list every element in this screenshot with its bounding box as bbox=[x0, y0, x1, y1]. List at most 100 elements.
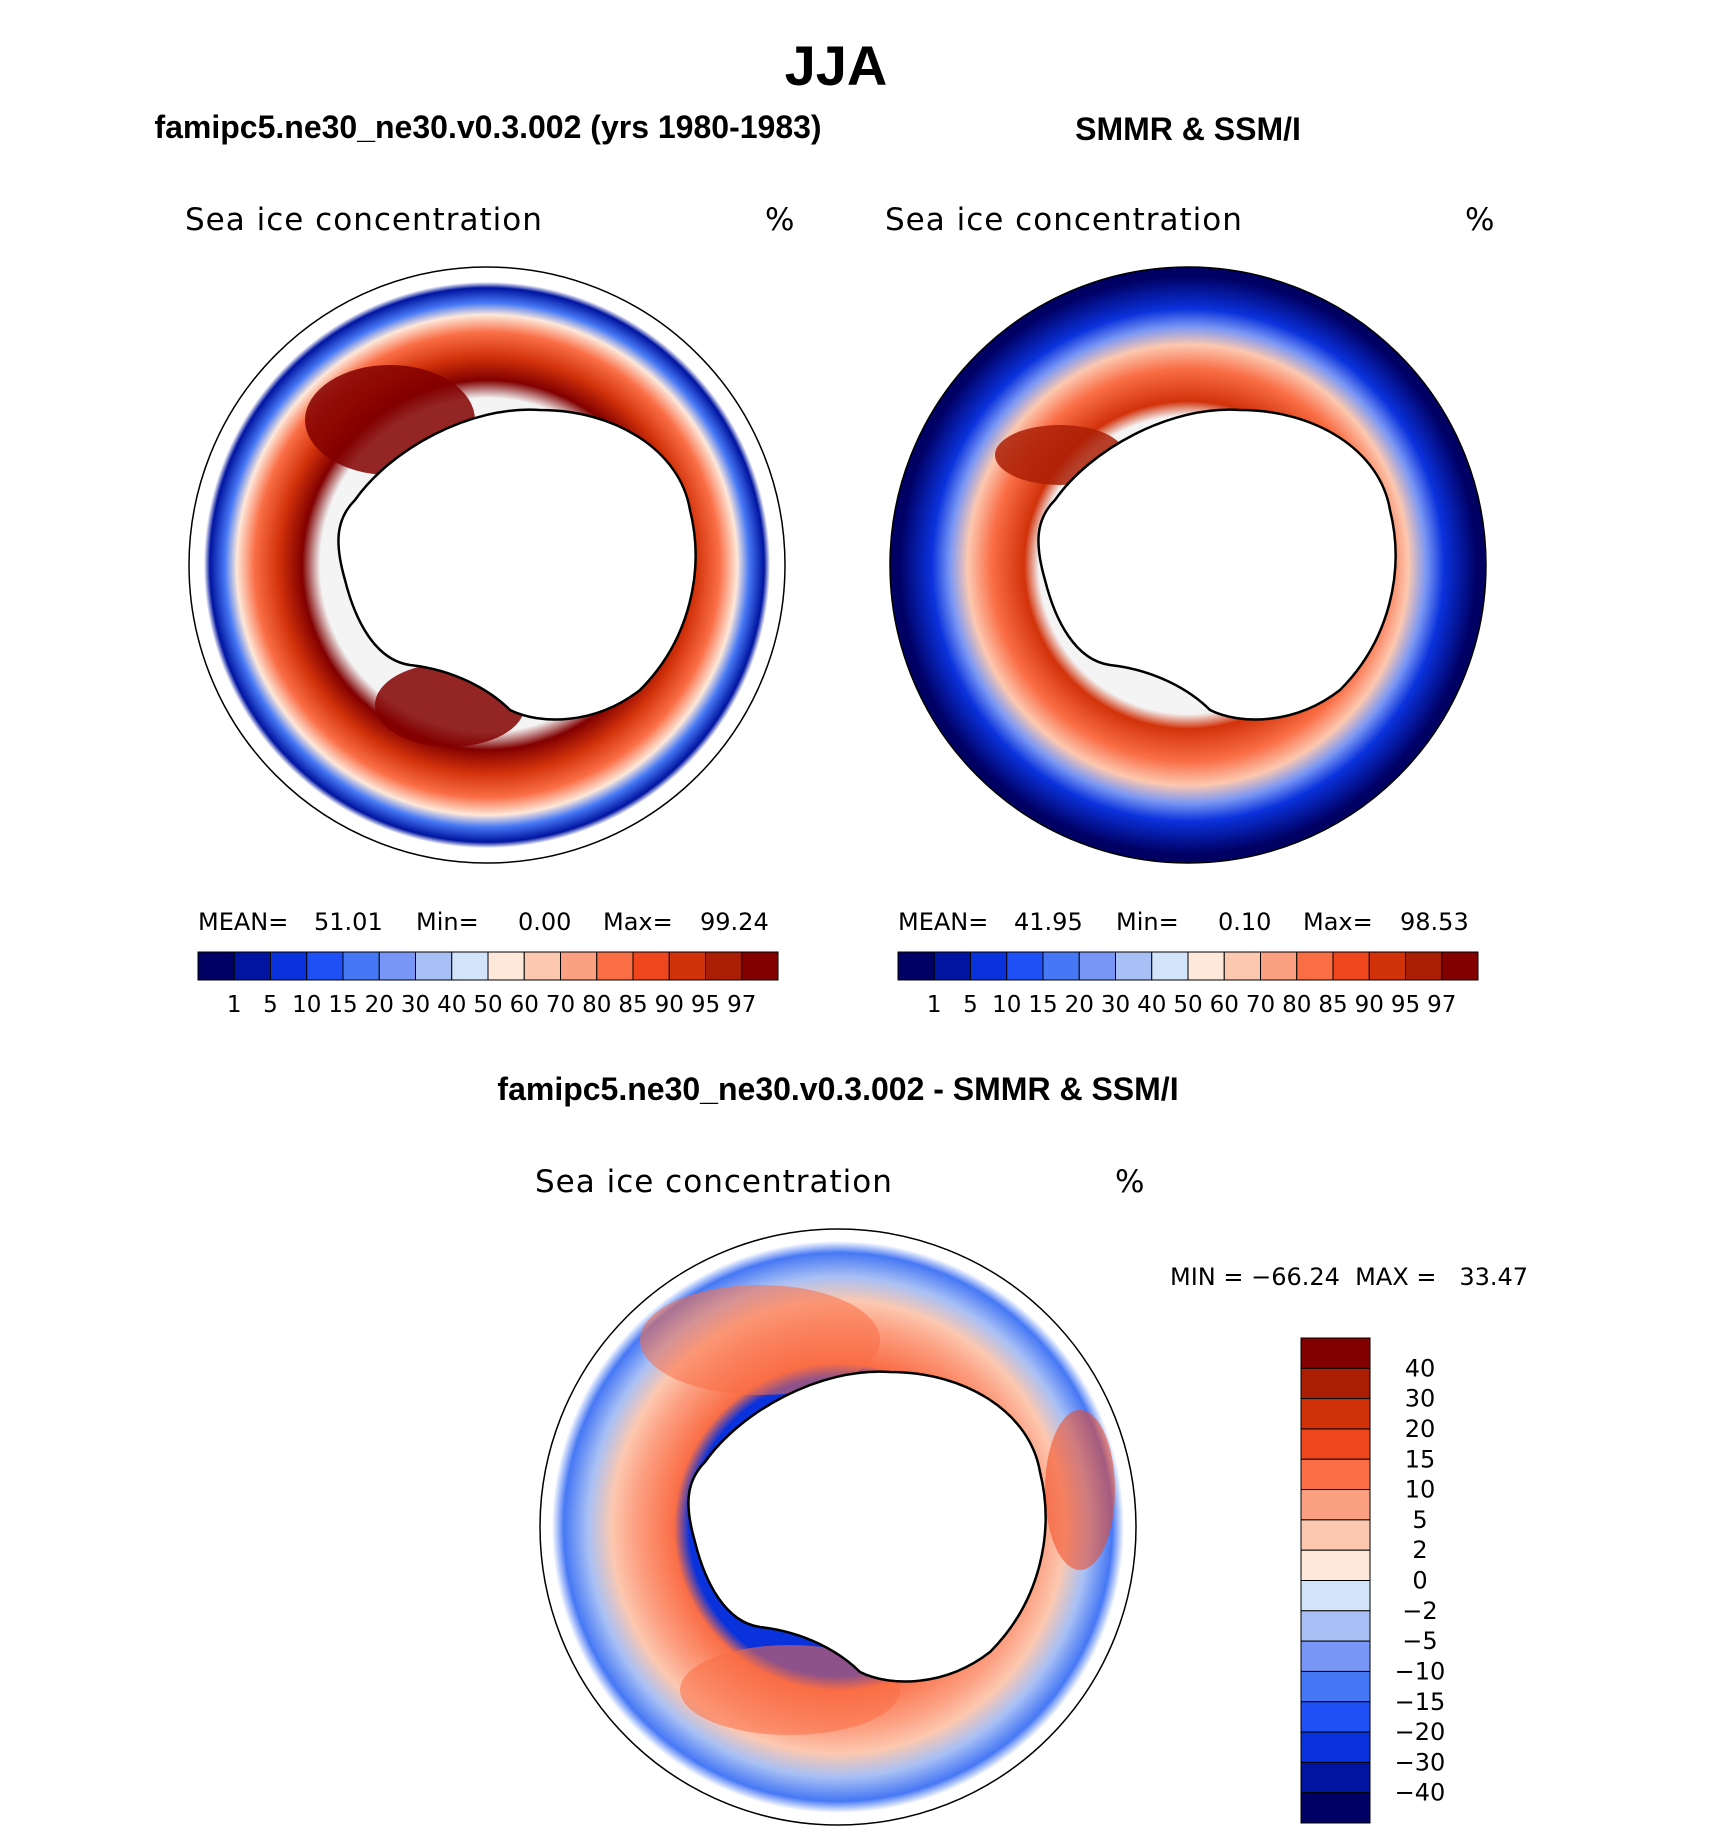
diff-colorbar-swatch bbox=[1300, 1428, 1371, 1460]
map-boundary bbox=[188, 266, 786, 864]
antarctica-landmass bbox=[337, 408, 697, 721]
panel-diff-title: famipc5.ne30_ne30.v0.3.002 - SMMR & SSM/… bbox=[497, 1071, 1178, 1107]
colorbar-tick-label: 85 bbox=[1318, 992, 1347, 1018]
colorbar-tick-label: 80 bbox=[1282, 992, 1311, 1018]
colorbar-swatch bbox=[632, 951, 670, 981]
colorbar-swatch bbox=[306, 951, 344, 981]
panel-model: famipc5.ne30_ne30.v0.3.002 (yrs 1980-198… bbox=[154, 109, 821, 1018]
diff-colorbar-tick-label: 0 bbox=[1412, 1567, 1427, 1595]
stat-max-value: 98.53 bbox=[1400, 908, 1469, 936]
diff-minmax: MIN = −66.24 MAX = 33.47 bbox=[1170, 1263, 1528, 1291]
colorbar-swatch bbox=[378, 951, 416, 981]
diff-colorbar-swatch bbox=[1300, 1580, 1371, 1612]
colorbar-tick-label: 5 bbox=[263, 992, 278, 1018]
colorbar-model: 1 5 10 15 20 30 40 50 60 70 80 85 90 95 97 bbox=[197, 951, 779, 1018]
stat-max-label: Max= bbox=[603, 908, 673, 936]
colorbar-swatch bbox=[197, 951, 235, 981]
colorbar-swatch bbox=[1042, 951, 1080, 981]
colorbar-tick-label: 5 bbox=[963, 992, 978, 1018]
colorbar-tick-label: 80 bbox=[582, 992, 611, 1018]
colorbar-tick-label: 70 bbox=[546, 992, 575, 1018]
colorbar-swatch bbox=[523, 951, 561, 981]
colorbar-swatch bbox=[1332, 951, 1370, 981]
colorbar-tick-label: 30 bbox=[1101, 992, 1130, 1018]
stat-min-value: 0.10 bbox=[1218, 908, 1271, 936]
colorbar-swatch bbox=[415, 951, 453, 981]
colorbar-swatch bbox=[1151, 951, 1189, 981]
panel-difference: famipc5.ne30_ne30.v0.3.002 - SMMR & SSM/… bbox=[497, 1071, 1528, 1826]
panel-model-units: % bbox=[765, 202, 795, 238]
panel-obs-variable: Sea ice concentration bbox=[885, 202, 1243, 238]
colorbar-tick-label: 97 bbox=[1427, 992, 1456, 1018]
diff-colorbar-tick-label: −2 bbox=[1402, 1597, 1437, 1625]
diff-colorbar-swatch bbox=[1300, 1640, 1371, 1672]
diff-colorbar-swatch bbox=[1300, 1398, 1371, 1430]
diff-colorbar-tick-label: −15 bbox=[1395, 1688, 1446, 1716]
colorbar-swatch bbox=[487, 951, 525, 981]
stat-mean-value: 41.95 bbox=[1014, 908, 1083, 936]
diff-colorbar-swatch bbox=[1300, 1489, 1371, 1521]
colorbar-tick-label: 1 bbox=[927, 992, 942, 1018]
colorbar-tick-label: 15 bbox=[328, 992, 357, 1018]
diff-colorbar-swatch bbox=[1300, 1519, 1371, 1551]
colorbar-tick-label: 10 bbox=[292, 992, 321, 1018]
colorbar-tick-label: 20 bbox=[365, 992, 394, 1018]
colorbar-swatch bbox=[1187, 951, 1225, 981]
stat-max-label: Max= bbox=[1303, 908, 1373, 936]
colorbar-swatch bbox=[560, 951, 598, 981]
diff-colorbar-swatch bbox=[1300, 1610, 1371, 1642]
colorbar-tick-label: 95 bbox=[1391, 992, 1420, 1018]
colorbar-swatch bbox=[1078, 951, 1116, 981]
diff-colorbar-swatch bbox=[1300, 1367, 1371, 1400]
diff-positive-east bbox=[1045, 1410, 1115, 1570]
colorbar-tick-label: 95 bbox=[691, 992, 720, 1018]
colorbar-tick-label: 97 bbox=[727, 992, 756, 1018]
panel-obs-units: % bbox=[1465, 202, 1495, 238]
colorbar-tick-label: 90 bbox=[1355, 992, 1384, 1018]
colorbar-tick-label: 60 bbox=[510, 992, 539, 1018]
colorbar-tick-label: 20 bbox=[1065, 992, 1094, 1018]
diff-positive-ross bbox=[680, 1645, 900, 1735]
antarctica-landmass bbox=[687, 1370, 1047, 1683]
colorbar-swatch bbox=[897, 951, 935, 981]
panel-observations: SMMR & SSM/I Sea ice concentration % MEA… bbox=[885, 111, 1495, 1018]
colorbar-tick-label: 50 bbox=[473, 992, 502, 1018]
colorbar-swatch bbox=[933, 951, 971, 981]
colorbar-swatch bbox=[970, 951, 1008, 981]
panel-obs-title: SMMR & SSM/I bbox=[1075, 111, 1301, 147]
colorbar-swatch bbox=[1405, 951, 1443, 981]
diff-colorbar-tick-label: −30 bbox=[1395, 1748, 1446, 1776]
stat-max-value: 99.24 bbox=[700, 908, 769, 936]
diff-colorbar-tick-label: −40 bbox=[1395, 1779, 1446, 1807]
map-difference bbox=[539, 1228, 1137, 1826]
stat-min-label: Min= bbox=[1116, 908, 1179, 936]
diff-colorbar-tick-label: 10 bbox=[1405, 1476, 1436, 1504]
colorbar-tick-label: 1 bbox=[227, 992, 242, 1018]
diff-colorbar-swatch bbox=[1300, 1337, 1371, 1369]
stat-mean-label: MEAN= bbox=[198, 908, 288, 936]
colorbar-swatch bbox=[1115, 951, 1153, 981]
diff-colorbar-tick-label: 40 bbox=[1405, 1354, 1436, 1382]
colorbar-swatch bbox=[741, 951, 779, 981]
diff-colorbar-swatch bbox=[1300, 1458, 1371, 1491]
panel-model-title: famipc5.ne30_ne30.v0.3.002 (yrs 1980-198… bbox=[154, 109, 821, 145]
colorbar-swatch bbox=[233, 951, 271, 981]
panel-diff-variable: Sea ice concentration bbox=[535, 1164, 893, 1200]
colorbar-swatch bbox=[451, 951, 489, 981]
colorbar-tick-label: 60 bbox=[1210, 992, 1239, 1018]
colorbar-swatch bbox=[1260, 951, 1298, 981]
diff-colorbar-swatch bbox=[1300, 1670, 1371, 1703]
diff-colorbar-tick-label: 5 bbox=[1412, 1506, 1427, 1534]
colorbar-observations: 1 5 10 15 20 30 40 50 60 70 80 85 90 95 97 bbox=[897, 951, 1479, 1018]
colorbar-swatch bbox=[1368, 951, 1406, 981]
colorbar-swatch bbox=[1223, 951, 1261, 981]
stat-min-value: 0.00 bbox=[518, 908, 571, 936]
colorbar-swatch bbox=[596, 951, 634, 981]
panel-diff-units: % bbox=[1115, 1164, 1145, 1200]
diff-colorbar-swatch bbox=[1300, 1761, 1371, 1794]
diff-colorbar-tick-label: 20 bbox=[1405, 1415, 1436, 1443]
map-model bbox=[188, 266, 786, 864]
colorbar-swatch bbox=[668, 951, 706, 981]
colorbar-swatch bbox=[342, 951, 380, 981]
